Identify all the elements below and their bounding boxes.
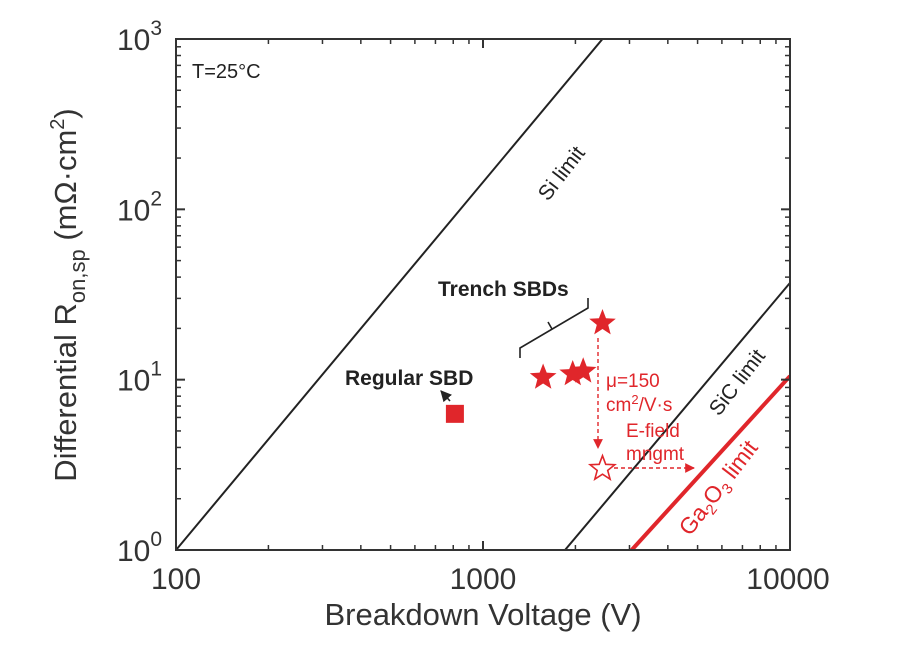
mobility-label-2-rest: /V·s bbox=[639, 395, 673, 416]
x-tick-label: 1000 bbox=[450, 563, 517, 596]
x-tick-label: 10000 bbox=[746, 563, 829, 596]
y-tick-label-base: 10 bbox=[117, 535, 150, 568]
y-tick-label-exp: 1 bbox=[150, 358, 162, 381]
mobility-label-1: μ=150 bbox=[606, 371, 660, 392]
ga2o3-label-rest: limit bbox=[713, 435, 763, 489]
y-axis-label-unit-sup: 2 bbox=[47, 119, 69, 130]
trench-sbd-point bbox=[589, 309, 616, 335]
y-tick-label-exp: 3 bbox=[150, 17, 162, 40]
mobility-label-2-base: cm bbox=[606, 395, 631, 416]
y-tick-label-base: 10 bbox=[117, 365, 150, 398]
efield-label-2: mngmt bbox=[626, 444, 685, 465]
mobility-label-2: cm2/V·s bbox=[606, 392, 672, 416]
trench-sbd-point bbox=[569, 357, 597, 383]
efield-label-1: E-field bbox=[626, 421, 680, 442]
ga2o3-limit-line bbox=[630, 374, 790, 550]
x-axis-label: Breakdown Voltage (V) bbox=[324, 597, 641, 632]
y-tick-label: 101 bbox=[117, 358, 162, 398]
y-tick-label-base: 10 bbox=[117, 194, 150, 227]
y-axis-label: Differential Ron,sp (mΩ·cm2) bbox=[47, 108, 90, 482]
y-axis-label-unit: (mΩ·cm bbox=[48, 130, 83, 250]
y-axis-label-main: Differential R bbox=[48, 303, 83, 482]
trench-bracket bbox=[519, 298, 589, 358]
temperature-label: T=25°C bbox=[192, 61, 261, 83]
y-axis-label-unit-close: ) bbox=[48, 108, 83, 118]
mobility-label-2-sup: 2 bbox=[631, 392, 638, 407]
trench-sbds-label: Trench SBDs bbox=[438, 278, 569, 301]
y-tick-label: 100 bbox=[117, 528, 162, 568]
x-tick-label: 100 bbox=[151, 563, 201, 596]
si-limit-label: Si limit bbox=[534, 142, 590, 205]
regular-sbd-point bbox=[445, 404, 464, 423]
sic-limit-line bbox=[564, 282, 790, 550]
trench-sbd-point bbox=[559, 360, 586, 386]
projected-point bbox=[587, 453, 617, 482]
limit-lines bbox=[176, 39, 790, 550]
y-tick-label: 102 bbox=[117, 187, 162, 227]
data-points bbox=[445, 309, 617, 482]
trench-sbd-point bbox=[529, 363, 557, 389]
y-axis-label-sub: on,sp bbox=[65, 249, 90, 303]
regular-sbd-arrow bbox=[440, 390, 452, 403]
y-tick-label-exp: 0 bbox=[150, 528, 162, 551]
y-tick-label-exp: 2 bbox=[150, 187, 162, 210]
regular-sbd-label: Regular SBD bbox=[345, 367, 473, 390]
y-tick-label-base: 10 bbox=[117, 24, 150, 57]
si-limit-line bbox=[176, 39, 604, 550]
y-tick-label: 103 bbox=[117, 17, 162, 57]
